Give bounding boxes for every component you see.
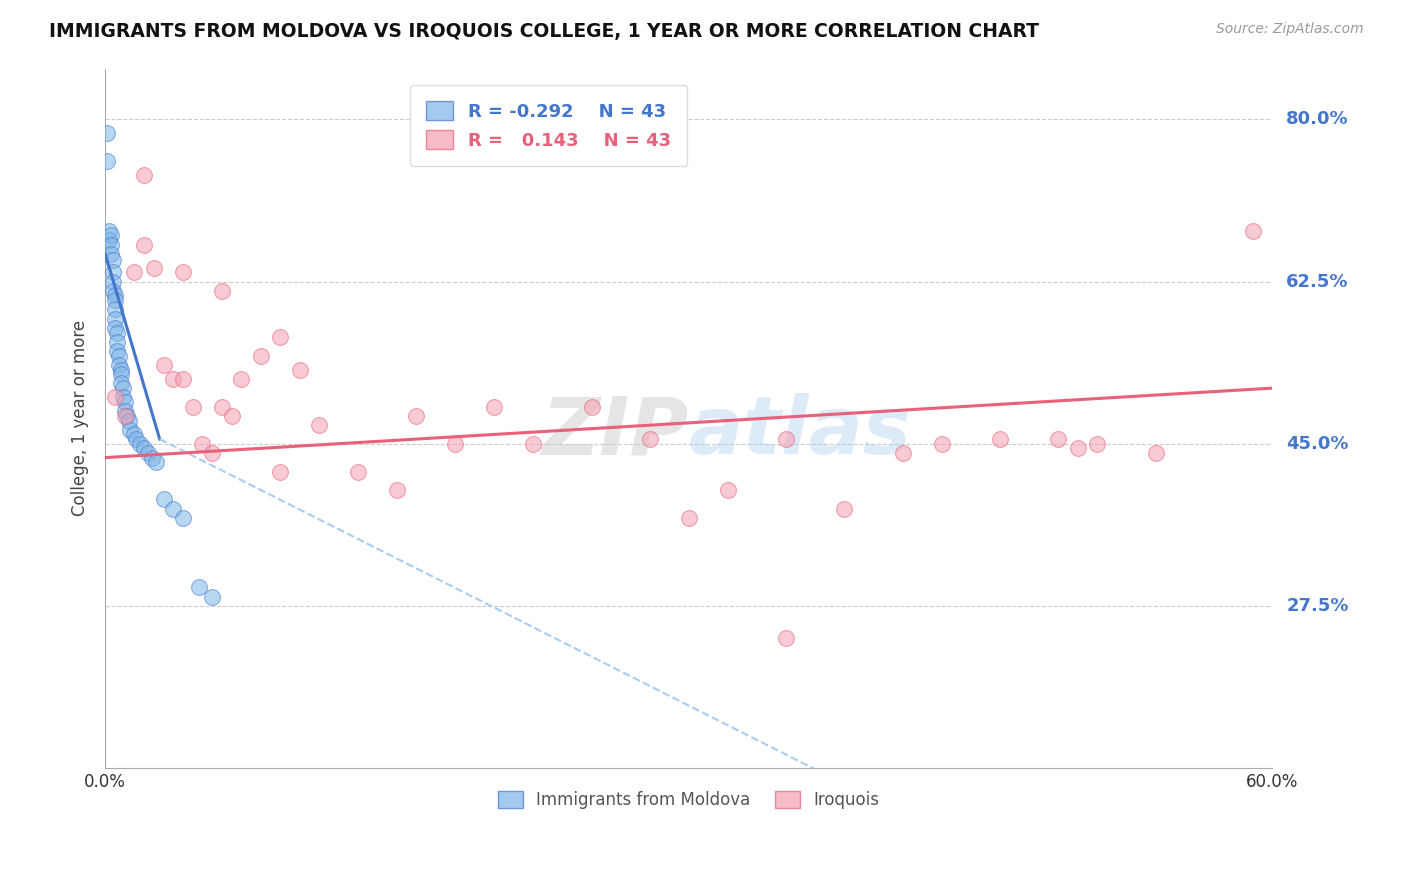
- Point: [1047, 432, 1070, 446]
- Point: [308, 418, 330, 433]
- Point: [775, 632, 797, 646]
- Point: [134, 442, 156, 456]
- Point: [110, 362, 132, 376]
- Point: [98, 233, 121, 247]
- Point: [269, 465, 291, 479]
- Point: [105, 334, 128, 349]
- Point: [1067, 442, 1090, 456]
- Point: [101, 284, 124, 298]
- Point: [834, 501, 856, 516]
- Point: [110, 376, 132, 391]
- Point: [134, 237, 156, 252]
- Point: [124, 265, 146, 279]
- Point: [162, 501, 184, 516]
- Point: [101, 265, 124, 279]
- Text: 62.5%: 62.5%: [1286, 273, 1348, 291]
- Point: [125, 432, 148, 446]
- Point: [347, 465, 370, 479]
- Point: [231, 372, 253, 386]
- Text: 45.0%: 45.0%: [1286, 434, 1348, 453]
- Point: [134, 168, 156, 182]
- Point: [105, 344, 128, 359]
- Point: [142, 260, 165, 275]
- Point: [152, 358, 174, 372]
- Point: [201, 446, 224, 460]
- Point: [100, 247, 122, 261]
- Point: [108, 358, 131, 372]
- Point: [104, 293, 127, 307]
- Point: [775, 432, 797, 446]
- Legend: Immigrants from Moldova, Iroquois: Immigrants from Moldova, Iroquois: [491, 784, 886, 815]
- Point: [444, 436, 467, 450]
- Point: [484, 400, 506, 414]
- Point: [104, 321, 127, 335]
- Point: [191, 436, 214, 450]
- Text: Source: ZipAtlas.com: Source: ZipAtlas.com: [1216, 22, 1364, 37]
- Point: [100, 237, 122, 252]
- Point: [931, 436, 953, 450]
- Point: [638, 432, 661, 446]
- Point: [115, 409, 138, 423]
- Point: [110, 368, 132, 382]
- Point: [988, 432, 1011, 446]
- Point: [104, 391, 127, 405]
- Point: [98, 224, 121, 238]
- Point: [96, 154, 118, 169]
- Point: [96, 127, 118, 141]
- Text: 80.0%: 80.0%: [1286, 111, 1348, 128]
- Point: [221, 409, 243, 423]
- Point: [104, 302, 127, 317]
- Point: [114, 395, 136, 409]
- Point: [114, 409, 136, 423]
- Point: [145, 455, 167, 469]
- Point: [104, 311, 127, 326]
- Point: [181, 400, 204, 414]
- Point: [187, 580, 209, 594]
- Point: [717, 483, 740, 497]
- Point: [1085, 436, 1108, 450]
- Point: [1144, 446, 1167, 460]
- Point: [101, 275, 124, 289]
- Point: [172, 372, 194, 386]
- Y-axis label: College, 1 year or more: College, 1 year or more: [72, 320, 89, 516]
- Point: [152, 492, 174, 507]
- Point: [522, 436, 544, 450]
- Point: [250, 349, 273, 363]
- Point: [288, 362, 311, 376]
- Point: [101, 253, 124, 268]
- Point: [201, 590, 224, 604]
- Point: [162, 372, 184, 386]
- Text: atlas: atlas: [689, 393, 911, 471]
- Point: [172, 265, 194, 279]
- Point: [114, 404, 136, 418]
- Point: [111, 391, 134, 405]
- Point: [111, 381, 134, 395]
- Point: [172, 511, 194, 525]
- Point: [124, 427, 146, 442]
- Point: [108, 349, 131, 363]
- Point: [100, 228, 122, 243]
- Point: [129, 436, 152, 450]
- Point: [405, 409, 427, 423]
- Point: [211, 400, 233, 414]
- Point: [211, 284, 233, 298]
- Point: [104, 288, 127, 302]
- Text: ZIP: ZIP: [541, 393, 689, 471]
- Text: 27.5%: 27.5%: [1286, 597, 1348, 615]
- Point: [141, 450, 163, 465]
- Point: [678, 511, 700, 525]
- Point: [120, 423, 142, 437]
- Text: IMMIGRANTS FROM MOLDOVA VS IROQUOIS COLLEGE, 1 YEAR OR MORE CORRELATION CHART: IMMIGRANTS FROM MOLDOVA VS IROQUOIS COLL…: [49, 22, 1039, 41]
- Point: [581, 400, 603, 414]
- Point: [136, 446, 159, 460]
- Point: [105, 326, 128, 340]
- Point: [1241, 224, 1264, 238]
- Point: [385, 483, 408, 497]
- Point: [117, 413, 139, 427]
- Point: [269, 330, 291, 344]
- Point: [891, 446, 914, 460]
